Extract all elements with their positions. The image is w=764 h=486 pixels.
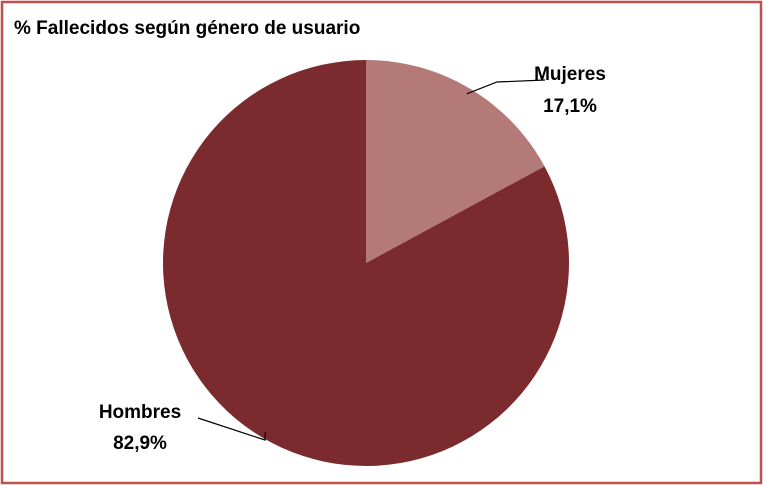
value-label: 17,1% xyxy=(543,96,597,117)
slice-label: Mujeres xyxy=(534,64,606,85)
pie-slice xyxy=(162,60,569,466)
leader-line xyxy=(197,417,266,441)
slice-label: Hombres xyxy=(99,402,181,423)
leader-line xyxy=(466,79,546,95)
pie-slice xyxy=(366,60,545,263)
value-label: 82,9% xyxy=(113,433,167,454)
chart-title: % Fallecidos según género de usuario xyxy=(14,18,360,39)
